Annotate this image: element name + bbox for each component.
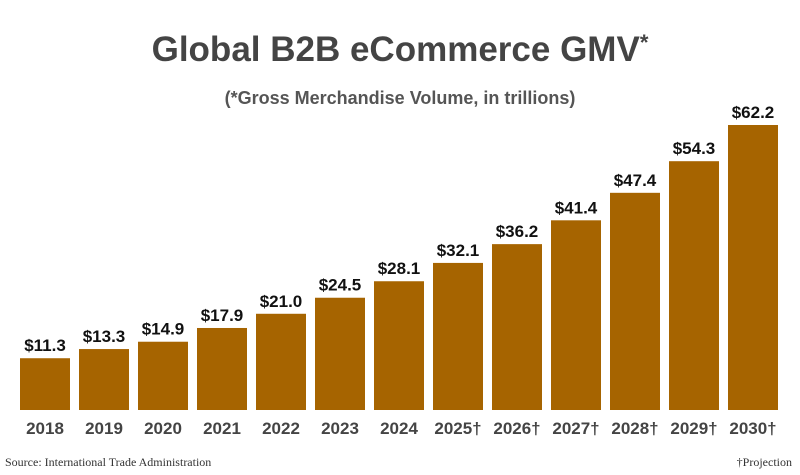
chart-title-text: Global B2B eCommerce GMV: [151, 30, 640, 69]
bar-3: [197, 327, 247, 410]
x-tick-label-11: 2029†: [670, 419, 717, 438]
data-label-10: $47.4: [614, 171, 657, 190]
bar-10: [610, 192, 660, 410]
bar-8: [492, 244, 542, 410]
data-label-8: $36.2: [496, 222, 539, 241]
bar-6: [374, 281, 424, 410]
x-tick-label-10: 2028†: [611, 419, 658, 438]
data-label-0: $11.3: [24, 336, 66, 355]
data-label-6: $28.1: [378, 259, 421, 278]
x-tick-label-12: 2030†: [729, 419, 776, 438]
data-label-1: $13.3: [83, 327, 126, 346]
bar-11: [669, 161, 719, 410]
x-tick-label-1: 2019: [85, 419, 123, 438]
chart-subtitle: (*Gross Merchandise Volume, in trillions…: [224, 88, 576, 108]
data-label-7: $32.1: [437, 241, 480, 260]
x-tick-label-3: 2021: [203, 419, 241, 438]
x-tick-label-4: 2022: [262, 419, 300, 438]
chart-title: Global B2B eCommerce GMV*: [0, 30, 800, 70]
bar-2: [138, 341, 188, 410]
bar-5: [315, 297, 365, 410]
bar-4: [256, 313, 306, 410]
bar-12: [728, 125, 778, 410]
x-tick-label-0: 2018: [26, 419, 64, 438]
bar-7: [433, 262, 483, 410]
bar-9: [551, 220, 601, 410]
data-label-2: $14.9: [142, 320, 185, 339]
projection-note: †Projection: [736, 455, 792, 469]
data-label-12: $62.2: [732, 103, 775, 122]
x-tick-label-5: 2023: [321, 419, 359, 438]
x-tick-label-6: 2024: [380, 419, 418, 438]
bar-0: [20, 358, 70, 410]
x-tick-label-7: 2025†: [434, 419, 481, 438]
source-note: Source: International Trade Administrati…: [5, 455, 212, 469]
data-label-3: $17.9: [201, 306, 244, 325]
data-label-4: $21.0: [260, 292, 303, 311]
title-asterisk: *: [639, 30, 649, 55]
x-tick-label-8: 2026†: [493, 419, 540, 438]
x-tick-label-2: 2020: [144, 419, 182, 438]
data-label-9: $41.4: [555, 198, 598, 217]
x-tick-label-9: 2027†: [552, 419, 599, 438]
data-label-11: $54.3: [673, 139, 716, 158]
bar-1: [79, 349, 129, 410]
data-label-5: $24.5: [319, 276, 362, 295]
